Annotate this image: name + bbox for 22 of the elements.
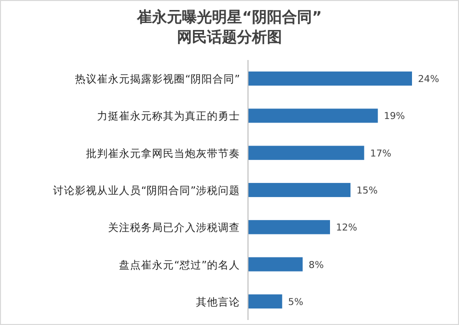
bar [248,294,282,308]
bar [248,108,378,123]
y-tick-label: 关注税务局已介入涉税调查 [108,221,240,234]
y-tick-label: 其他言论 [196,295,240,308]
bar [248,220,330,234]
data-label: 12% [336,222,358,234]
bar [248,146,364,160]
data-label: 5% [288,296,304,308]
data-label: 17% [370,148,392,160]
data-label: 19% [384,111,405,122]
bar [248,182,350,198]
bar [248,72,412,86]
chart-title: 崔永元曝光明星“阴阳合同” 网民话题分析图 [136,8,322,46]
bar [248,257,303,272]
data-label: 24% [418,74,440,86]
y-tick-label: 力挺崔永元称其为真正的勇士 [97,110,240,123]
y-tick-label: 讨论影视从业人员“阴阳合同”涉税问题 [53,184,240,197]
y-tick-label: 热议崔永元揭露影视圈“阴阳合同” [75,72,240,86]
data-label: 15% [356,186,378,196]
y-tick-label: 批判崔永元拿网民当炮灰带节奏 [86,146,240,160]
data-label: 8% [308,260,324,271]
y-tick-label: 盘点崔永元“怼过”的名人 [119,258,240,272]
